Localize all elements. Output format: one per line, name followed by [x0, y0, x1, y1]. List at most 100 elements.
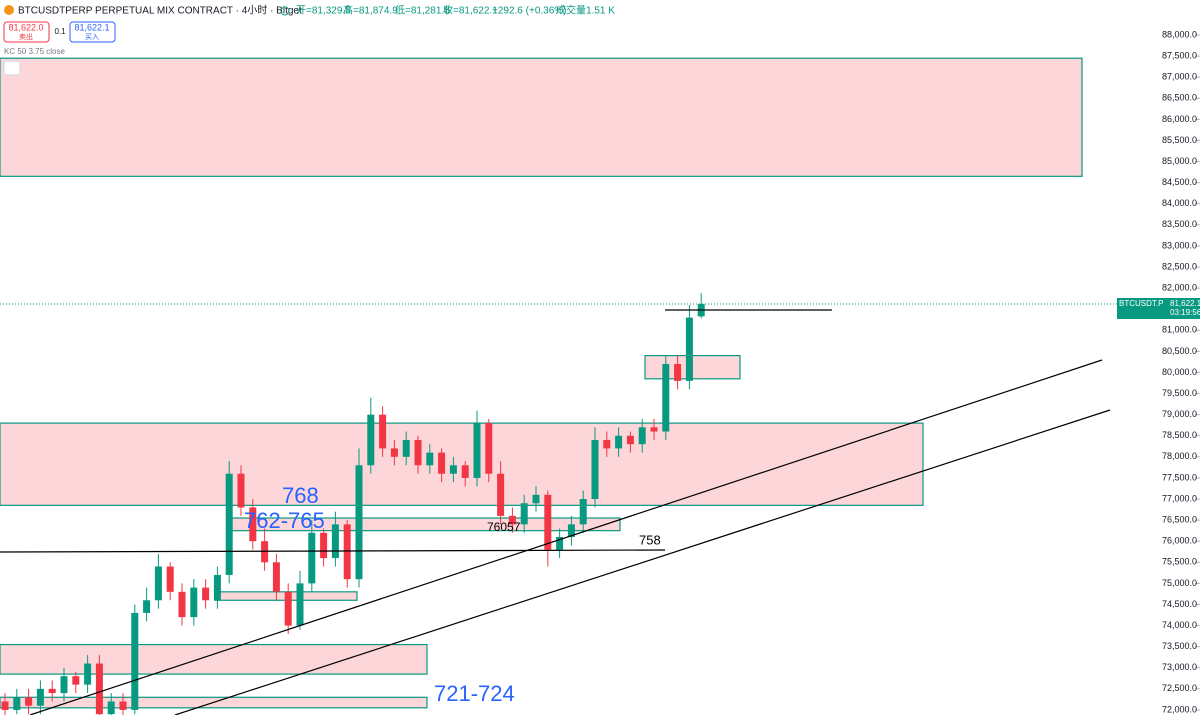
ohlc: 低=81,281.5	[395, 4, 450, 17]
candle-body	[343, 524, 351, 580]
volume: 成交量1.51 K	[556, 4, 615, 17]
level-line	[0, 549, 666, 553]
price-tag-countdown: 03:19:56	[1170, 308, 1200, 317]
candle-body	[213, 574, 221, 601]
candle-body	[36, 688, 44, 706]
y-tick-label: 72,000.0	[1162, 704, 1197, 714]
y-tick-label: 80,000.0	[1162, 367, 1197, 377]
collapse-button[interactable]	[3, 60, 21, 76]
quantity: 0.1	[54, 27, 66, 36]
candle-body	[473, 423, 481, 478]
zone	[0, 57, 1083, 177]
candle-body	[1, 701, 9, 710]
sell-label[interactable]: 卖出	[19, 32, 33, 41]
candle-body	[154, 566, 162, 601]
candle-body	[60, 676, 68, 694]
symbol-title: BTCUSDTPERP PERPETUAL MIX CONTRACT · 4小时…	[18, 5, 302, 17]
y-tick-label: 72,500.0	[1162, 683, 1197, 693]
y-tick-label: 86,500.0	[1162, 93, 1197, 103]
ohlc: 开=81,329.5	[296, 6, 351, 17]
y-tick-label: 87,000.0	[1162, 72, 1197, 82]
y-tick-label: 78,500.0	[1162, 430, 1197, 440]
candle-body	[13, 697, 21, 710]
candle-body	[367, 414, 375, 466]
candle-body	[390, 448, 398, 457]
y-tick-label: 87,500.0	[1162, 50, 1197, 60]
candle-body	[556, 536, 564, 550]
y-tick-label: 83,500.0	[1162, 219, 1197, 229]
candle-body	[119, 701, 127, 710]
candle-body	[662, 364, 670, 432]
candle-body	[497, 473, 505, 516]
y-tick-label: 77,000.0	[1162, 493, 1197, 503]
y-tick-label: 79,500.0	[1162, 388, 1197, 398]
candle-body	[95, 663, 103, 715]
sell-button[interactable]	[3, 21, 50, 43]
y-tick-label: 82,000.0	[1162, 282, 1197, 292]
y-tick-label: 84,500.0	[1162, 177, 1197, 187]
y-tick-label: 80,500.0	[1162, 346, 1197, 356]
candle-body	[579, 499, 587, 525]
candle-body	[532, 494, 540, 504]
candle-body	[461, 465, 469, 478]
candle-body	[284, 591, 292, 626]
candle-body	[449, 465, 457, 474]
zone	[0, 422, 924, 506]
candle-body	[72, 676, 80, 685]
y-tick-label: 76,000.0	[1162, 536, 1197, 546]
candle-body	[202, 587, 210, 601]
candle-body	[296, 583, 304, 626]
sell-price[interactable]: 81,622.0	[8, 22, 43, 32]
candle-body	[520, 503, 528, 525]
candle-body	[603, 439, 611, 449]
indicator: KC 50 3.75 close	[4, 47, 65, 56]
candle-body	[438, 452, 446, 474]
candle-body	[426, 452, 434, 466]
y-tick-label: 88,000.0	[1162, 29, 1197, 39]
candle-body	[414, 439, 422, 466]
candle-body	[591, 439, 599, 500]
annotation: 758	[639, 532, 661, 547]
annotation: 76057	[487, 520, 521, 534]
y-tick-label: 85,500.0	[1162, 135, 1197, 145]
candle-body	[508, 515, 516, 525]
y-tick-label: 82,500.0	[1162, 261, 1197, 271]
candle-body	[485, 423, 493, 474]
y-tick-label: 83,000.0	[1162, 240, 1197, 250]
candle-body	[237, 473, 245, 508]
candle-body	[638, 427, 646, 445]
candle-body	[544, 494, 552, 550]
trend-line	[174, 409, 1111, 715]
buy-button[interactable]	[69, 21, 116, 43]
candle-body	[178, 591, 186, 618]
y-tick-label: 81,000.0	[1162, 325, 1197, 335]
trend-line	[29, 359, 1103, 715]
candle-body	[567, 524, 575, 537]
candle-body	[190, 587, 198, 618]
candle-body	[685, 317, 693, 381]
candle-body	[249, 507, 257, 542]
y-tick-label: 75,500.0	[1162, 557, 1197, 567]
price-tag-price: 81,622.1	[1170, 299, 1200, 308]
price-tag	[1117, 298, 1168, 319]
candle-body	[331, 524, 339, 559]
buy-price[interactable]: 81,622.1	[74, 22, 109, 32]
status-dot	[280, 6, 290, 16]
ohlc: 收=81,622.1	[443, 4, 498, 17]
y-tick-label: 86,000.0	[1162, 114, 1197, 124]
price-tag-symbol: BTCUSDT.P	[1119, 299, 1163, 308]
y-tick-label: 77,500.0	[1162, 472, 1197, 482]
candle-body	[166, 566, 174, 592]
annotation: 768	[282, 483, 319, 508]
ohlc: 高=81,874.9	[343, 4, 398, 17]
y-tick-label: 75,000.0	[1162, 578, 1197, 588]
buy-label[interactable]: 买入	[85, 33, 99, 41]
ohlc: +292.6 (+0.36%)	[492, 6, 567, 17]
candle-body	[308, 532, 316, 584]
candle-body	[379, 414, 387, 449]
y-tick-label: 76,500.0	[1162, 514, 1197, 524]
candle-body	[626, 435, 634, 445]
candle-body	[650, 427, 658, 432]
y-tick-label: 85,000.0	[1162, 156, 1197, 166]
symbol-icon	[4, 5, 14, 15]
